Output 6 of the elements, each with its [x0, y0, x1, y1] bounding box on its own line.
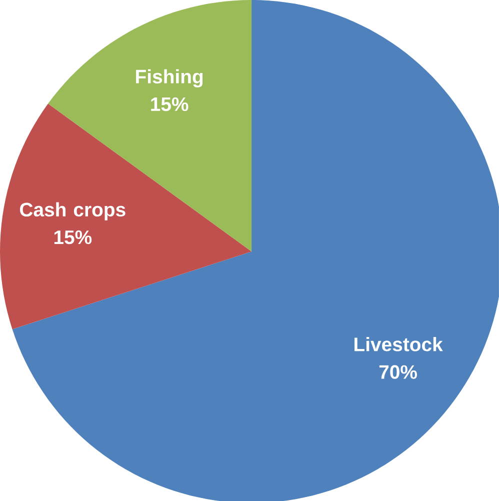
data-label: 15%: [151, 97, 188, 112]
slice-label: Cash crops: [20, 202, 126, 220]
data-label: 70%: [379, 365, 417, 379]
slice-label: Livestock: [354, 337, 443, 352]
data-label: 15%: [54, 230, 92, 244]
slice-label: Fishing: [136, 69, 203, 88]
